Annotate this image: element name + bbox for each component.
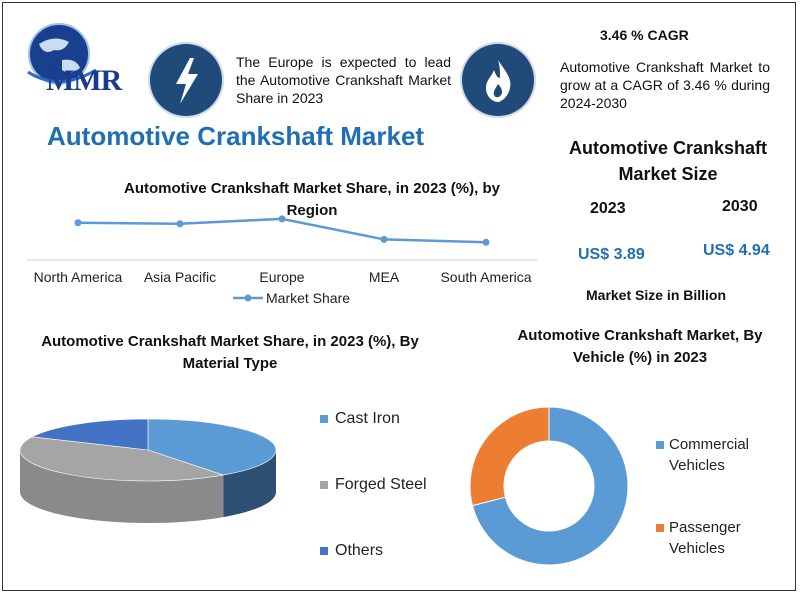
legend-label-forged-steel: Forged Steel [335, 476, 427, 493]
legend-forged-steel: Forged Steel [320, 476, 427, 494]
tick-label-europe: Europe [259, 269, 304, 285]
pie-slice-cast-iron [147, 418, 277, 476]
tick-label-north-america: North America [34, 269, 123, 285]
vehicle-chart-title: Automotive Crankshaft Market, By Vehicle… [517, 327, 763, 366]
point-north-america [74, 219, 82, 227]
legend-swatch-cast-iron [320, 414, 328, 423]
legend-swatch-others [320, 546, 328, 555]
market-size-value-2030: US$ 4.94 [703, 242, 770, 259]
donut-slice-passenger-vehicles [469, 406, 550, 507]
market-size-year-2030: 2030 [722, 198, 758, 215]
line-chart: North America Asia Pacific Europe MEA South … [27, 215, 537, 306]
line-chart-title: Automotive Crankshaft Market Share, in 2… [124, 180, 500, 219]
legend-label-cast-iron: Cast Iron [335, 410, 400, 427]
tick-label-mea: MEA [369, 269, 400, 285]
legend-label-commercial: Commercial Vehicles [669, 436, 750, 474]
donut-slice-commercial-vehicles [471, 406, 629, 566]
legend-label-passenger: Passenger Vehicles [669, 519, 741, 557]
logo-text: MMR [46, 64, 122, 97]
vehicle-donut-chart [469, 406, 629, 566]
logo: MMR [14, 12, 134, 102]
material-chart-title: Automotive Crankshaft Market Share, in 2… [41, 333, 419, 372]
legend-cast-iron: Cast Iron [320, 410, 400, 428]
cagr-title: 3.46 % CAGR [600, 27, 689, 43]
market-size-year-2023: 2023 [590, 200, 626, 217]
pie-slice-others [31, 418, 149, 451]
legend-marker-icon [244, 294, 252, 302]
tick-label-south-america: South America [440, 269, 531, 285]
tick-label-asia-pacific: Asia Pacific [144, 269, 216, 285]
legend-swatch-commercial [656, 441, 664, 449]
market-size-title: Automotive Crankshaft Market Size [568, 138, 768, 184]
globe-logo-icon [27, 23, 97, 85]
legend-others: Others [320, 542, 383, 560]
info-left-text: The Europe is expected to lead the Autom… [236, 54, 451, 106]
market-size-unit-note: Market Size in Billion [586, 287, 727, 303]
point-europe [278, 215, 286, 223]
main-title: Automotive Crankshaft Market [47, 121, 425, 151]
pie-side-forged-steel [20, 450, 224, 523]
legend-label-market-share: Market Share [266, 290, 350, 306]
legend-commercial: Commercial Vehicles [656, 434, 766, 476]
material-pie-chart [19, 418, 277, 523]
lightning-icon [150, 44, 222, 116]
cagr-text: Automotive Crankshaft Market to grow at … [560, 59, 770, 111]
legend-label-others: Others [335, 542, 384, 559]
point-mea [380, 235, 388, 243]
market-size-value-2023: US$ 3.89 [578, 246, 645, 263]
pie-slice-forged-steel [19, 436, 224, 482]
legend-swatch-forged-steel [320, 480, 328, 489]
series-line-market-share [77, 217, 487, 244]
point-asia-pacific [176, 220, 184, 228]
legend-swatch-passenger [656, 524, 664, 532]
pie-side-cast-iron [223, 450, 276, 518]
point-south-america [482, 238, 490, 246]
flame-icon [462, 44, 534, 116]
legend-passenger: Passenger Vehicles [656, 517, 766, 559]
